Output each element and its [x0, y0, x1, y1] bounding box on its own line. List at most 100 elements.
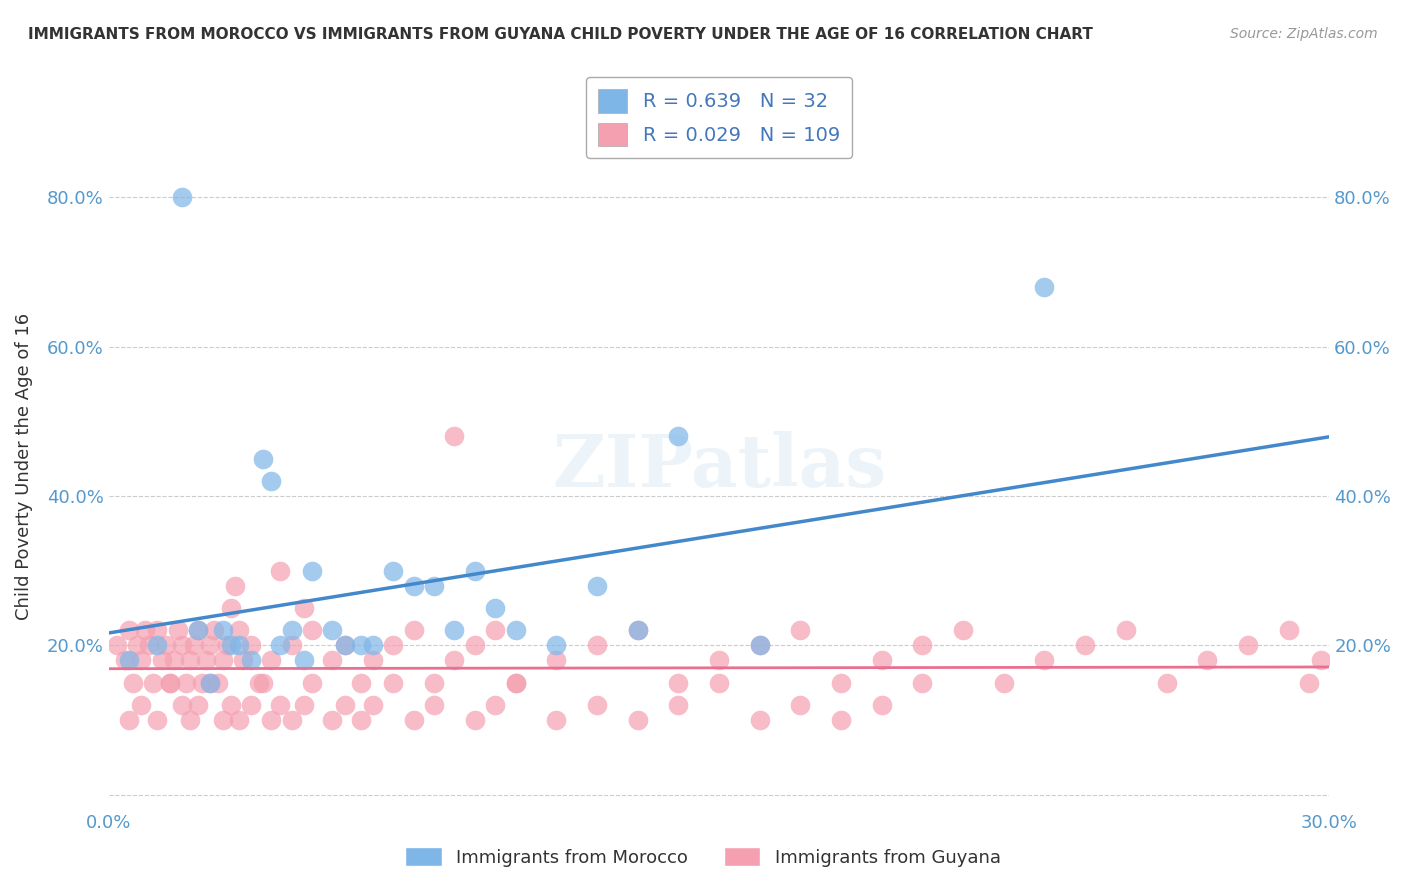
Point	[443, 429, 465, 443]
Point	[586, 638, 609, 652]
Point	[505, 624, 527, 638]
Point	[993, 675, 1015, 690]
Point	[202, 624, 225, 638]
Point	[247, 675, 270, 690]
Point	[361, 698, 384, 712]
Point	[292, 601, 315, 615]
Point	[146, 624, 169, 638]
Point	[333, 638, 356, 652]
Point	[292, 653, 315, 667]
Point	[1310, 653, 1333, 667]
Point	[464, 713, 486, 727]
Point	[1197, 653, 1219, 667]
Point	[114, 653, 136, 667]
Point	[228, 713, 250, 727]
Point	[170, 698, 193, 712]
Point	[301, 624, 323, 638]
Point	[546, 638, 568, 652]
Point	[134, 624, 156, 638]
Point	[187, 624, 209, 638]
Point	[1033, 280, 1056, 294]
Point	[1298, 675, 1320, 690]
Point	[382, 638, 405, 652]
Point	[748, 638, 770, 652]
Point	[269, 564, 291, 578]
Point	[260, 653, 283, 667]
Point	[280, 624, 302, 638]
Point	[219, 698, 242, 712]
Point	[159, 675, 181, 690]
Point	[748, 638, 770, 652]
Point	[219, 638, 242, 652]
Point	[170, 190, 193, 204]
Point	[211, 653, 233, 667]
Point	[748, 713, 770, 727]
Point	[402, 713, 425, 727]
Point	[280, 638, 302, 652]
Point	[200, 675, 222, 690]
Point	[484, 601, 506, 615]
Point	[163, 653, 186, 667]
Point	[1115, 624, 1137, 638]
Point	[423, 578, 446, 592]
Point	[179, 653, 201, 667]
Point	[146, 638, 169, 652]
Point	[626, 624, 648, 638]
Point	[118, 653, 141, 667]
Point	[1074, 638, 1097, 652]
Point	[789, 624, 811, 638]
Text: ZIPatlas: ZIPatlas	[553, 431, 886, 501]
Point	[240, 653, 263, 667]
Point	[260, 474, 283, 488]
Point	[350, 675, 373, 690]
Point	[321, 713, 343, 727]
Point	[830, 713, 852, 727]
Point	[870, 698, 893, 712]
Point	[546, 713, 568, 727]
Point	[183, 638, 205, 652]
Point	[260, 713, 283, 727]
Point	[350, 638, 373, 652]
Point	[105, 638, 128, 652]
Point	[1156, 675, 1178, 690]
Point	[129, 653, 152, 667]
Point	[142, 675, 165, 690]
Point	[228, 624, 250, 638]
Point	[301, 564, 323, 578]
Point	[179, 713, 201, 727]
Point	[269, 638, 291, 652]
Point	[240, 698, 263, 712]
Point	[321, 624, 343, 638]
Point	[174, 675, 197, 690]
Point	[166, 624, 188, 638]
Point	[382, 564, 405, 578]
Point	[1033, 653, 1056, 667]
Point	[350, 713, 373, 727]
Point	[707, 675, 730, 690]
Point	[626, 624, 648, 638]
Point	[219, 601, 242, 615]
Point	[505, 675, 527, 690]
Point	[211, 624, 233, 638]
Point	[280, 713, 302, 727]
Point	[252, 451, 274, 466]
Point	[382, 675, 405, 690]
Point	[127, 638, 149, 652]
Point	[443, 624, 465, 638]
Point	[333, 698, 356, 712]
Text: IMMIGRANTS FROM MOROCCO VS IMMIGRANTS FROM GUYANA CHILD POVERTY UNDER THE AGE OF: IMMIGRANTS FROM MOROCCO VS IMMIGRANTS FR…	[28, 27, 1092, 42]
Point	[464, 638, 486, 652]
Y-axis label: Child Poverty Under the Age of 16: Child Poverty Under the Age of 16	[15, 312, 32, 620]
Point	[402, 624, 425, 638]
Point	[586, 698, 609, 712]
Point	[269, 698, 291, 712]
Point	[546, 653, 568, 667]
Point	[911, 675, 934, 690]
Point	[789, 698, 811, 712]
Point	[155, 638, 177, 652]
Point	[586, 578, 609, 592]
Point	[666, 675, 689, 690]
Point	[505, 675, 527, 690]
Point	[195, 653, 218, 667]
Text: Source: ZipAtlas.com: Source: ZipAtlas.com	[1230, 27, 1378, 41]
